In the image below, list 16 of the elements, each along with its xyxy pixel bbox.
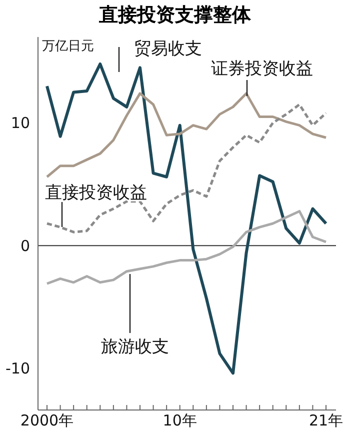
- chart-title: 直接投资支撑整体: [98, 3, 252, 28]
- y-tick-label: 10: [10, 114, 30, 132]
- line-series: [46, 62, 328, 375]
- x-tick-label: 10年: [162, 412, 197, 430]
- line-series: [46, 92, 328, 178]
- line-series: [46, 210, 328, 285]
- y-tick-label: 0: [20, 236, 30, 255]
- y-axis-title: 万亿日元: [42, 39, 94, 54]
- x-tick-label: 2000年: [20, 412, 74, 430]
- y-tick-label: -10: [6, 360, 30, 378]
- line-series: [46, 103, 328, 234]
- text: 旅游收支: [101, 337, 169, 357]
- series-label: 贸易收支: [134, 39, 202, 59]
- x-tick-label: 21年: [308, 412, 344, 430]
- series-label: 直接投资收益: [45, 183, 147, 203]
- series-label: 证券投资收益: [211, 59, 313, 79]
